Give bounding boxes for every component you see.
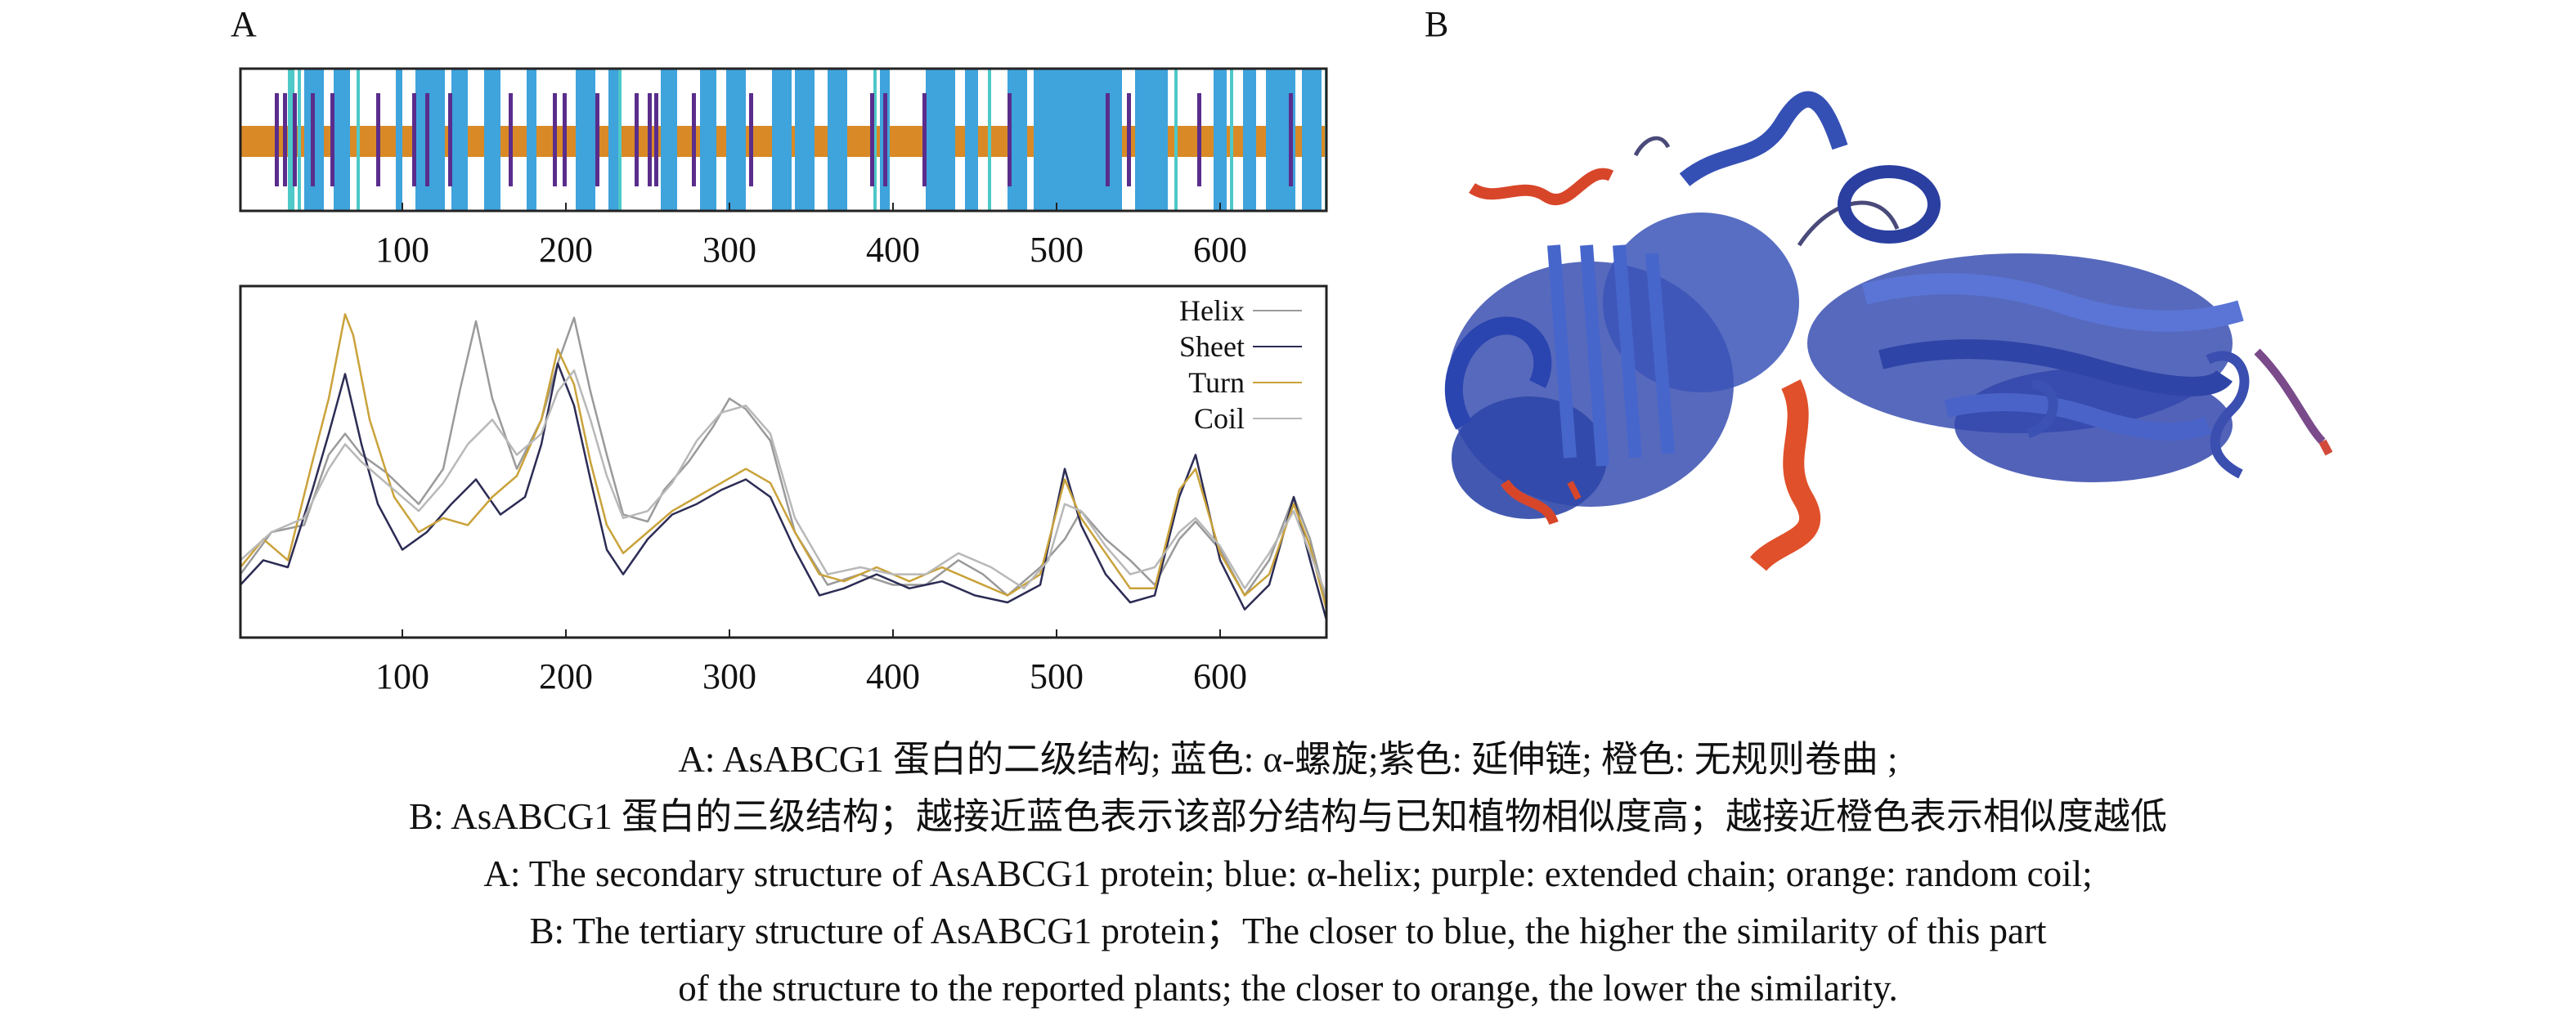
sheet-segment: [635, 93, 639, 186]
track-frame: [239, 67, 1328, 213]
helix-segment: [527, 69, 536, 211]
track-x-axis: 100 200 300 400 500 600: [375, 203, 1247, 270]
helix-segment: [608, 69, 618, 211]
turn-segment: [873, 69, 877, 211]
helix-segment: [926, 69, 955, 211]
caption-line-3: A: The secondary structure of AsABCG1 pr…: [483, 853, 2093, 894]
sheet-segment: [883, 93, 887, 186]
series-line-turn: [240, 313, 1328, 610]
sheet-segment: [648, 93, 652, 186]
helix-segment: [1135, 69, 1168, 211]
track-tick-label: 400: [866, 230, 920, 270]
legend-label-sheet: Sheet: [1179, 330, 1245, 363]
panel-b-label: B: [1425, 4, 1449, 44]
helix-segment: [484, 69, 500, 211]
track-tick-label: 300: [702, 230, 756, 270]
sheet-segment: [595, 93, 599, 186]
track-tick-label: 200: [539, 230, 593, 270]
sheet-segment: [275, 93, 279, 186]
track-tick-label: 500: [1030, 230, 1084, 270]
helix-segment: [661, 69, 677, 211]
sheet-segment: [283, 93, 287, 186]
sheet-segment: [654, 93, 658, 186]
helix-segment: [451, 69, 468, 211]
helix-segment: [334, 69, 350, 211]
helix-segment: [1243, 69, 1256, 211]
helix-segment: [828, 69, 847, 211]
sheet-segment: [376, 93, 380, 186]
helix-segment: [726, 69, 746, 211]
caption-line-2: B: AsABCG1 蛋白的三级结构；越接近蓝色表示该部分结构与已知植物相似度高…: [408, 796, 2168, 837]
profile-frame: [239, 284, 1328, 639]
sheet-segment: [293, 93, 297, 186]
turn-segment: [618, 69, 622, 211]
sheet-segment: [922, 93, 927, 186]
turn-segment: [1174, 69, 1178, 211]
sheet-segment: [448, 93, 452, 186]
panel-a-label: A: [231, 4, 257, 44]
sheet-segment: [330, 93, 334, 186]
helix-segment: [795, 69, 815, 211]
sheet-segment: [870, 93, 874, 186]
profile-x-axis: 100 200 300 400 500 600: [375, 629, 1247, 696]
caption-line-4: B: The tertiary structure of AsABCG1 pro…: [529, 911, 2047, 951]
series-line-coil: [240, 369, 1328, 596]
sheet-segment: [425, 93, 429, 186]
profile-tick-label: 600: [1193, 656, 1247, 696]
turn-segment: [1230, 69, 1233, 211]
profile-tick-label: 500: [1030, 656, 1084, 696]
profile-tick-label: 200: [539, 656, 593, 696]
helix-segment: [700, 69, 716, 211]
caption-line-5: of the structure to the reported plants;…: [678, 968, 1898, 1009]
profile-tick-label: 400: [866, 656, 920, 696]
sheet-segment: [311, 93, 315, 186]
helix-segment: [772, 69, 792, 211]
sheet-segment: [1197, 93, 1201, 186]
helix-segment: [1302, 69, 1322, 211]
track-tick-label: 600: [1193, 230, 1247, 270]
series-line-sheet: [240, 362, 1328, 620]
turn-segment: [357, 69, 360, 211]
legend-label-turn: Turn: [1188, 366, 1245, 399]
secondary-structure-track: [240, 69, 1327, 211]
helix-segment: [965, 69, 978, 211]
track-tick-label: 100: [375, 230, 429, 270]
sheet-segment: [1008, 93, 1012, 186]
sheet-segment: [563, 93, 567, 186]
sheet-segment: [749, 93, 753, 186]
sheet-segment: [509, 93, 513, 186]
helix-segment: [415, 69, 445, 211]
legend-label-helix: Helix: [1179, 294, 1245, 327]
sheet-segment: [553, 93, 557, 186]
figure-canvas: 100 200 300 400 500 600 100 200 300 400 500 600 He…: [239, 67, 2333, 696]
helix-segment: [576, 69, 595, 211]
sheet-segment: [1106, 93, 1110, 186]
sheet-segment: [1289, 93, 1293, 186]
sheet-segment: [1127, 93, 1131, 186]
helix-segment: [1214, 69, 1227, 211]
legend-label-coil: Coil: [1194, 402, 1245, 435]
protein-structure-image: [1444, 91, 2333, 572]
helix-segment: [396, 69, 402, 211]
caption-line-1: A: AsABCG1 蛋白的二级结构; 蓝色: α-螺旋;紫色: 延伸链; 橙色…: [678, 739, 1898, 780]
turn-segment: [988, 69, 991, 211]
profile-tick-label: 300: [702, 656, 756, 696]
turn-segment: [288, 69, 294, 211]
profile-tick-label: 100: [375, 656, 429, 696]
sheet-segment: [692, 93, 696, 186]
sheet-segment: [412, 93, 416, 186]
turn-segment: [298, 69, 301, 211]
profile-lines: [239, 313, 1328, 620]
